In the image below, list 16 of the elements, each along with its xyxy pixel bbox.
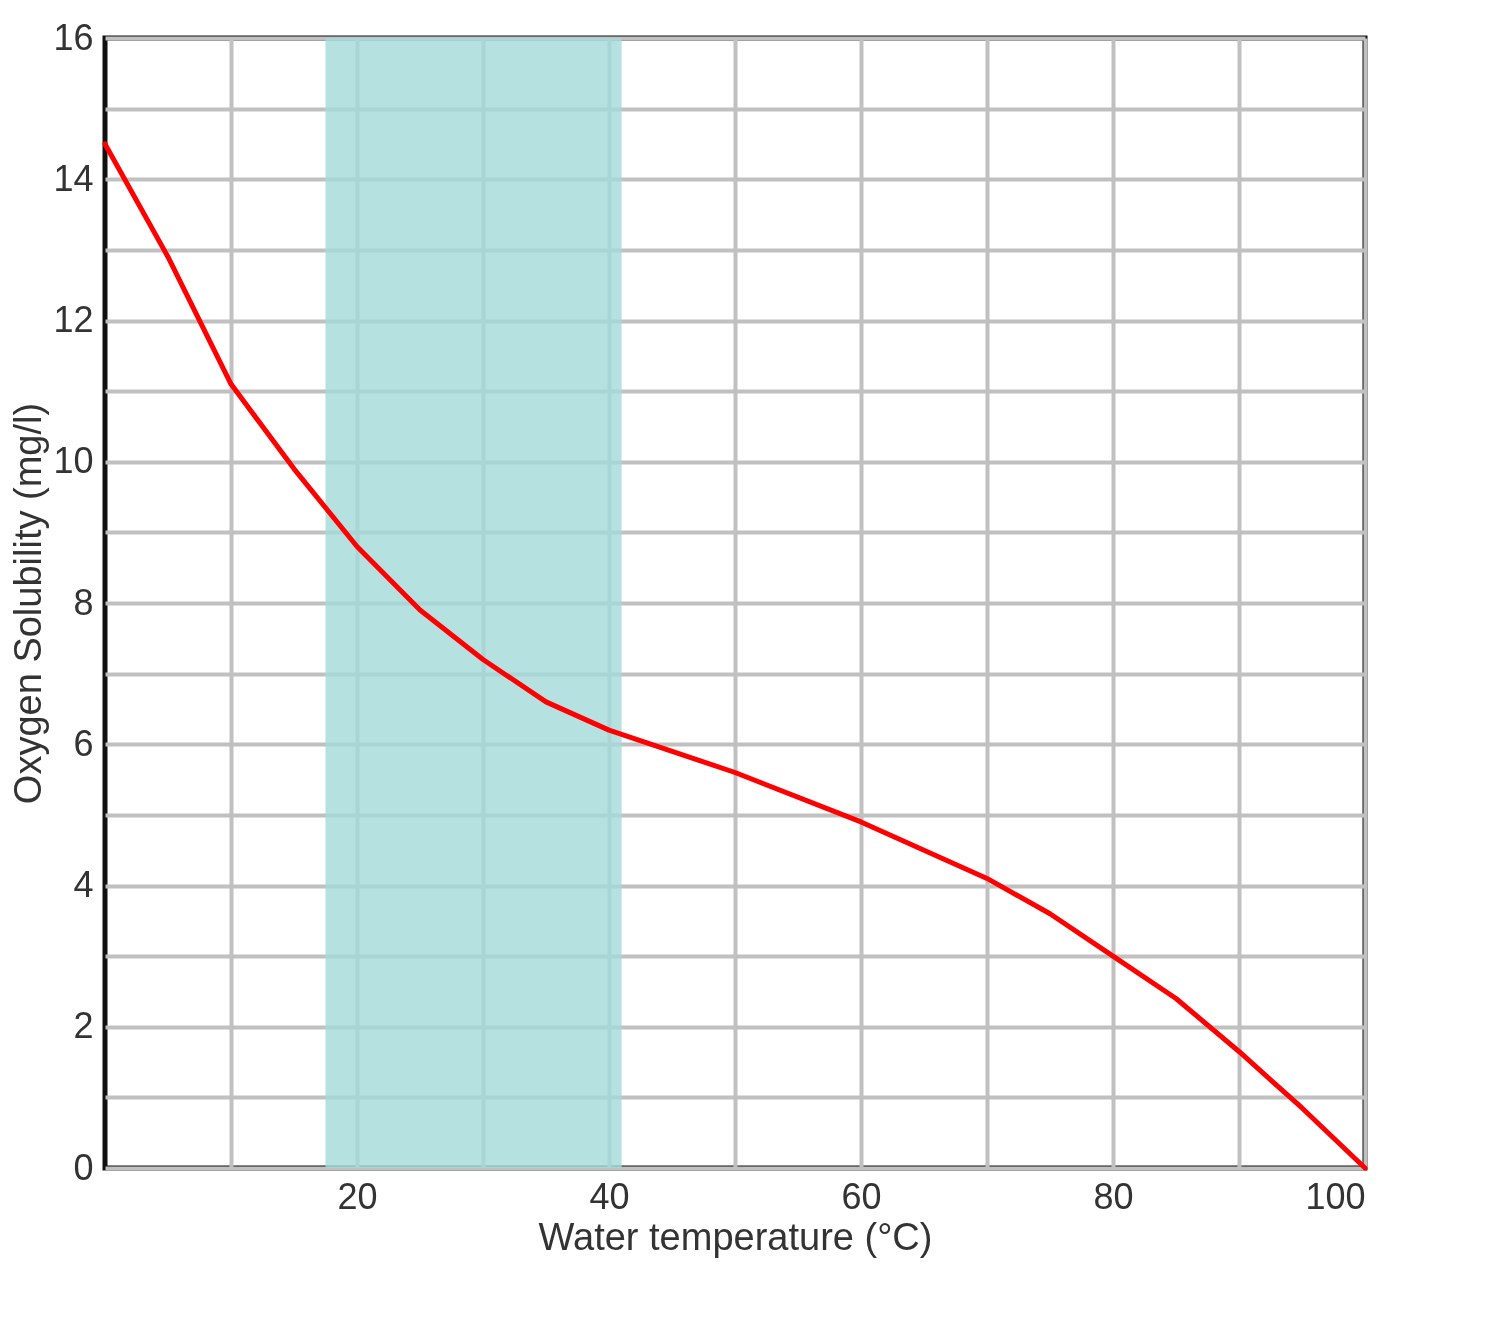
y-tick-label: 10 [53, 440, 94, 482]
y-tick-label: 4 [73, 864, 94, 905]
y-tick-label: 2 [73, 1005, 94, 1047]
y-tick-label: 12 [53, 299, 94, 340]
y-axis-title: Oxygen Solubility (mg/l) [7, 402, 50, 805]
y-tick-label: 14 [53, 157, 94, 199]
y-tick-label: 6 [73, 722, 94, 764]
y-tick-label: 0 [73, 1146, 94, 1188]
x-tick-label: 60 [841, 1175, 882, 1217]
x-tick-label: 80 [1093, 1175, 1134, 1217]
y-tick-label: 16 [53, 16, 94, 58]
x-axis-title: Water temperature (°C) [538, 1215, 933, 1258]
x-tick-label: 100 [1305, 1175, 1366, 1217]
y-tick-label: 8 [73, 581, 94, 623]
x-tick-label: 20 [337, 1175, 378, 1217]
x-tick-label: 40 [589, 1175, 630, 1217]
